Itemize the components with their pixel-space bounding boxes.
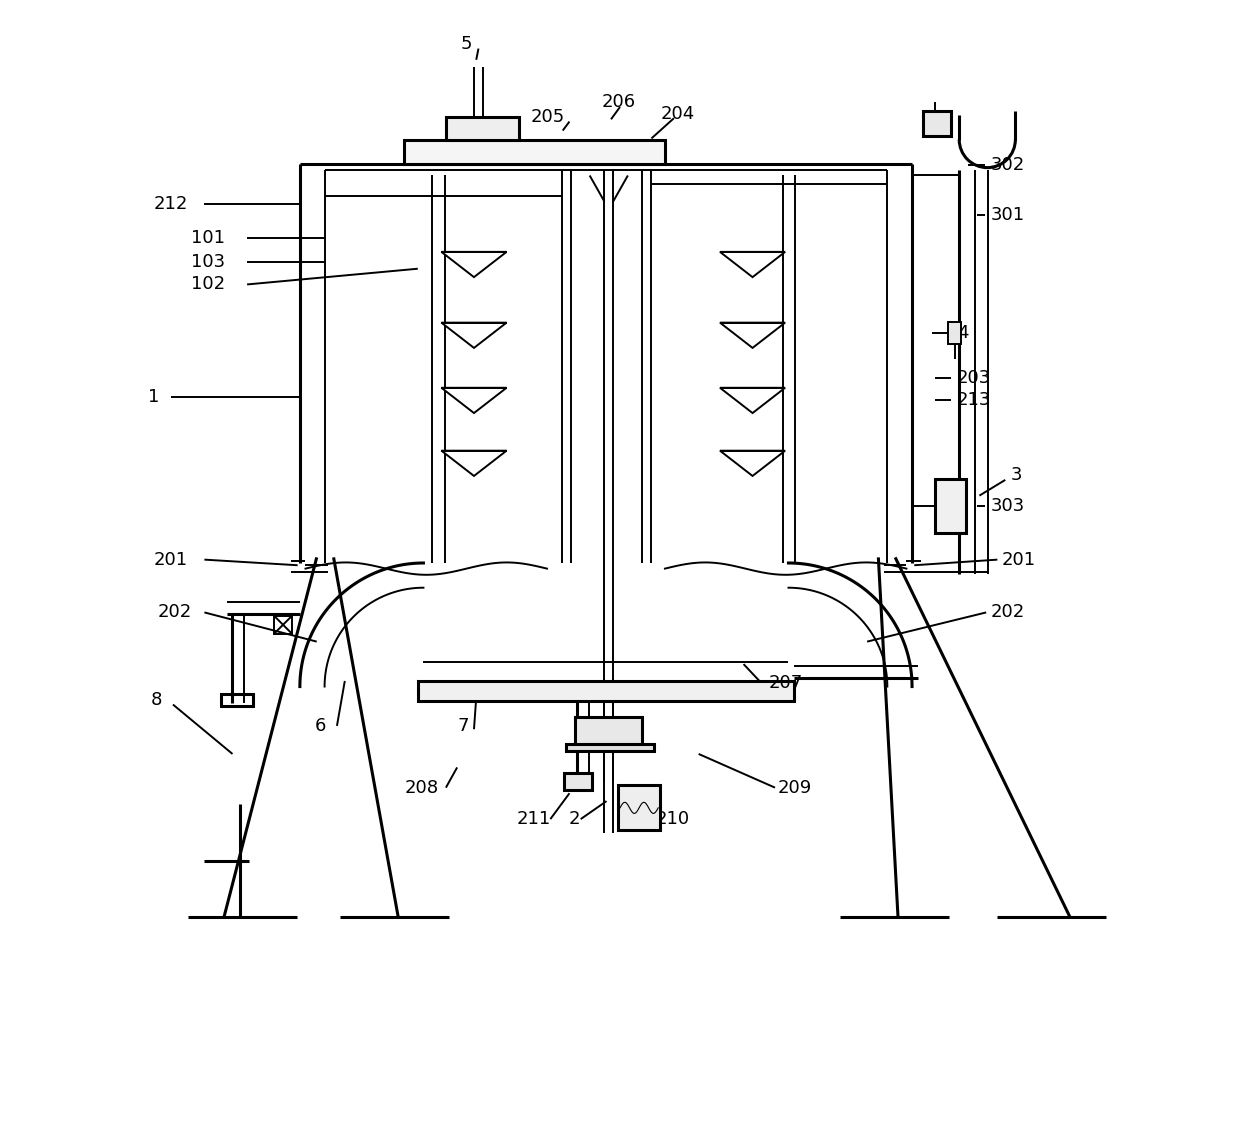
Text: 211: 211 <box>517 810 551 828</box>
Text: 101: 101 <box>191 230 224 248</box>
Bar <box>924 111 951 136</box>
Bar <box>564 774 591 790</box>
Text: 8: 8 <box>150 691 162 709</box>
Text: 208: 208 <box>404 779 439 796</box>
Text: 302: 302 <box>991 157 1025 175</box>
Text: 203: 203 <box>957 368 991 386</box>
Bar <box>274 616 291 634</box>
Text: 207: 207 <box>769 674 802 692</box>
Text: 201: 201 <box>1002 551 1037 569</box>
Text: 209: 209 <box>777 779 811 796</box>
Polygon shape <box>441 450 507 476</box>
Text: 5: 5 <box>460 35 472 53</box>
Polygon shape <box>441 387 507 413</box>
Text: 213: 213 <box>957 391 991 409</box>
Text: 210: 210 <box>656 810 691 828</box>
Bar <box>935 479 966 533</box>
Text: 301: 301 <box>991 206 1024 224</box>
Polygon shape <box>720 323 785 348</box>
Text: 303: 303 <box>991 497 1025 515</box>
Text: 1: 1 <box>149 387 160 405</box>
Text: 202: 202 <box>157 604 191 622</box>
Text: 2: 2 <box>568 810 580 828</box>
Bar <box>949 322 961 343</box>
Polygon shape <box>720 387 785 413</box>
Text: 201: 201 <box>154 551 188 569</box>
Bar <box>418 681 794 701</box>
Bar <box>404 140 665 164</box>
Text: 205: 205 <box>531 108 564 126</box>
Polygon shape <box>720 252 785 277</box>
Bar <box>575 717 642 749</box>
Text: 3: 3 <box>1011 466 1023 484</box>
Text: 202: 202 <box>991 604 1025 622</box>
Text: 4: 4 <box>957 324 968 341</box>
Text: 206: 206 <box>603 93 636 111</box>
Bar <box>446 117 518 140</box>
Bar <box>221 695 253 706</box>
Text: 212: 212 <box>154 195 188 213</box>
Bar <box>567 744 653 751</box>
Text: 7: 7 <box>458 717 469 735</box>
Text: 102: 102 <box>191 276 224 294</box>
Text: 103: 103 <box>191 253 224 271</box>
Polygon shape <box>441 323 507 348</box>
Text: 6: 6 <box>315 717 326 735</box>
Polygon shape <box>720 450 785 476</box>
Text: 204: 204 <box>661 105 694 123</box>
Bar <box>618 786 661 830</box>
Polygon shape <box>441 252 507 277</box>
